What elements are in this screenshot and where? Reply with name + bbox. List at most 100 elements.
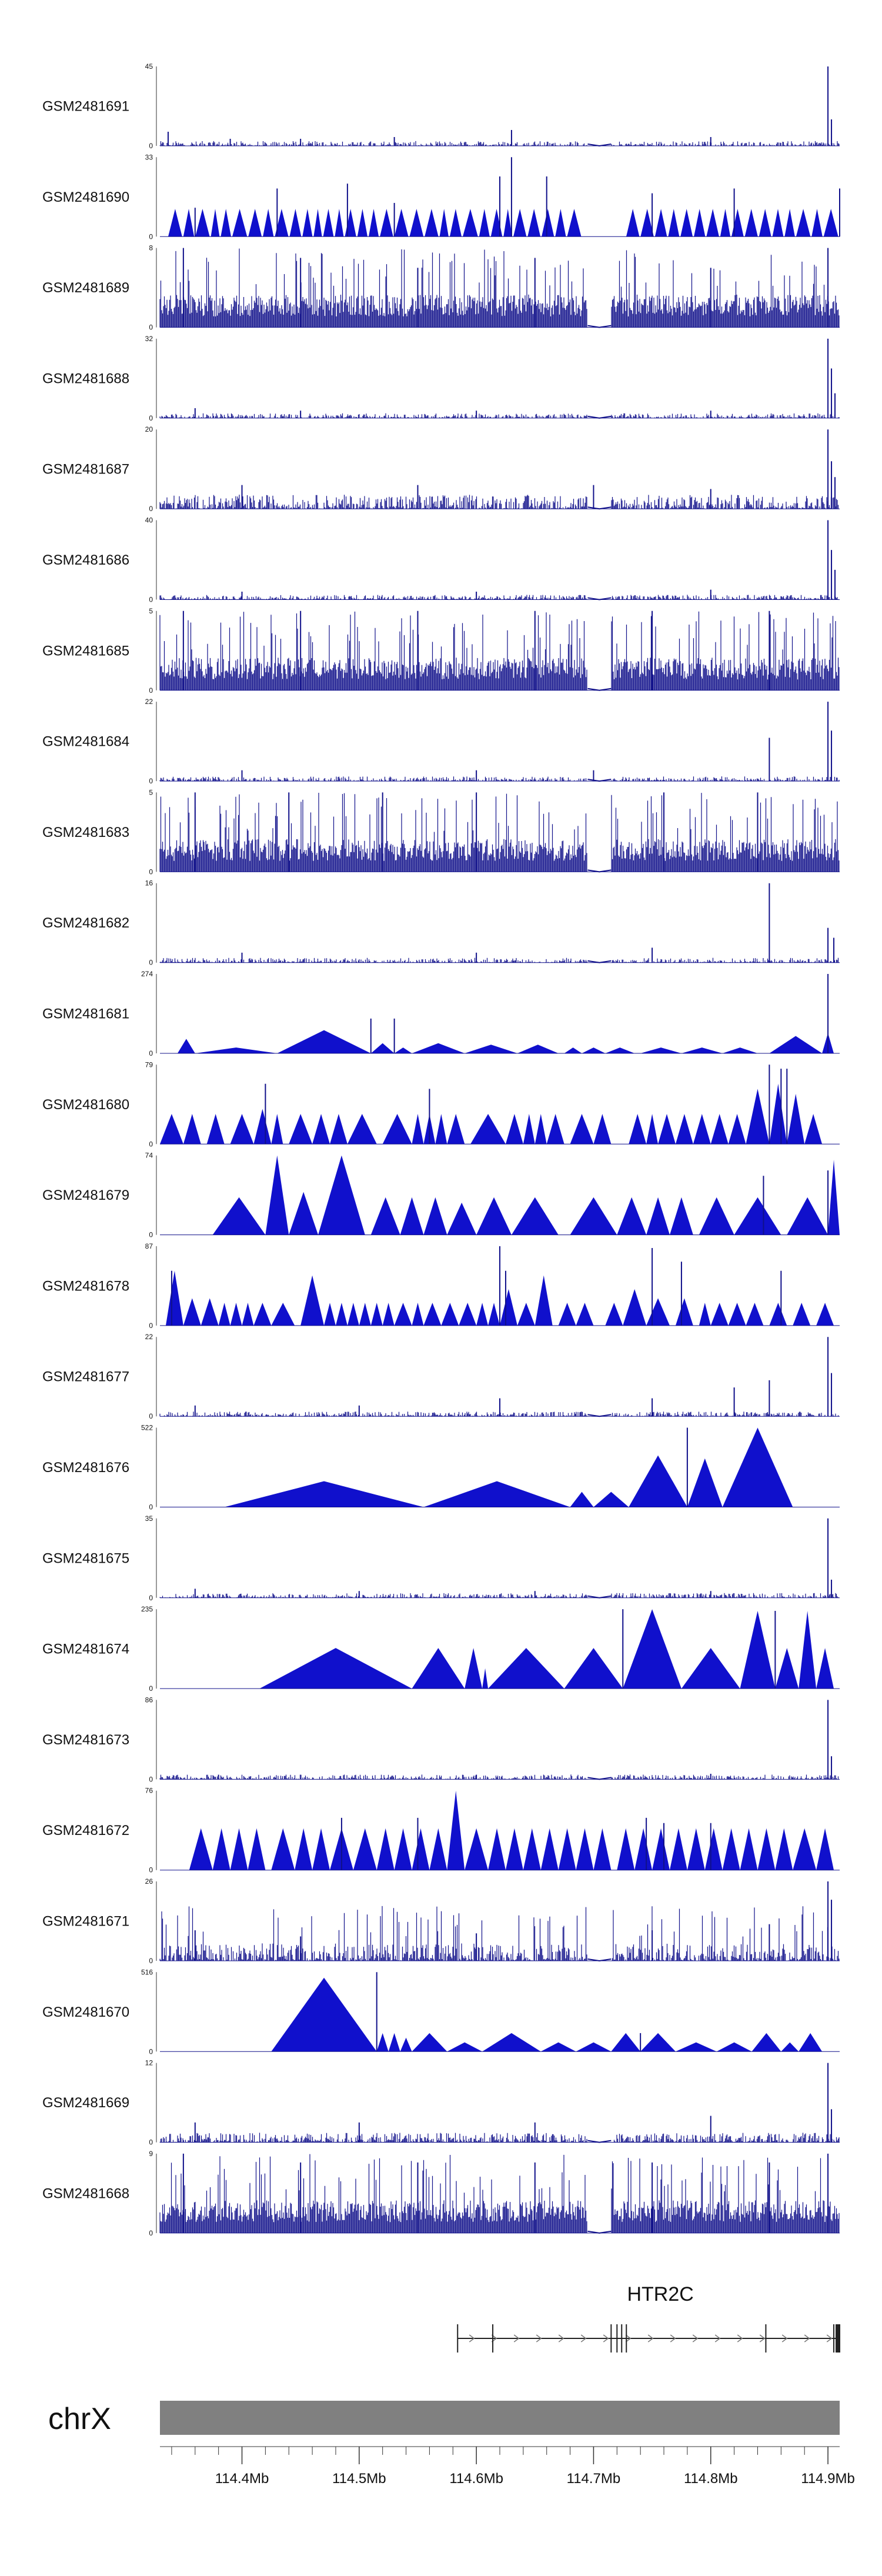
chromosome-band (160, 2401, 840, 2435)
coverage-triangle (523, 1114, 535, 1144)
y-min-label: 0 (149, 596, 153, 604)
coverage-triangle (347, 1114, 377, 1144)
coverage-triangle (769, 1303, 787, 1326)
gene-exon (457, 2324, 459, 2353)
track-label: GSM2481682 (42, 915, 129, 931)
coverage-triangle (206, 1114, 225, 1144)
coverage-triangle (465, 1828, 489, 1870)
coverage-triangle (505, 1114, 523, 1144)
coverage-triangle (488, 1648, 564, 1689)
y-min-label: 0 (149, 1412, 153, 1420)
track-label: GSM2481683 (42, 825, 129, 840)
y-max-label: 87 (145, 1242, 153, 1250)
strand-arrow (804, 2334, 810, 2343)
gene-exon (492, 2324, 494, 2353)
coverage-background (159, 776, 840, 782)
coverage-triangle (558, 1828, 576, 1870)
coverage-triangle (799, 1610, 817, 1689)
strand-arrow (714, 2334, 721, 2343)
coverage-triangle (576, 2042, 612, 2052)
coverage-triangle (675, 1298, 693, 1326)
y-min-label: 0 (149, 1049, 153, 1057)
strand-arrow (469, 2334, 475, 2343)
coverage-triangle (646, 1197, 670, 1235)
y-max-label: 274 (141, 970, 153, 978)
coverage-background (159, 793, 840, 872)
y-max-label: 22 (145, 1333, 153, 1341)
coverage-triangle (793, 1303, 811, 1326)
coverage-triangle (687, 1458, 723, 1507)
y-max-label: 35 (145, 1514, 153, 1523)
coverage-triangle (295, 1828, 313, 1870)
y-min-label: 0 (149, 959, 153, 967)
coverage-triangle (500, 1289, 517, 1326)
y-min-label: 0 (149, 1140, 153, 1148)
coverage-triangle (488, 1303, 500, 1326)
coverage-triangle (787, 1093, 805, 1144)
coverage-triangle (271, 1828, 295, 1870)
strand-arrow (781, 2334, 788, 2343)
coverage-triangle (816, 1303, 834, 1326)
coverage-triangle (488, 1828, 506, 1870)
coverage-triangle (212, 1197, 266, 1235)
coverage-triangle (722, 1427, 793, 1507)
coverage-triangle (195, 1047, 278, 1053)
y-max-label: 79 (145, 1060, 153, 1069)
coverage-triangle (482, 2033, 541, 2052)
coverage-background (159, 141, 840, 146)
coverage-triangle (230, 1114, 254, 1144)
y-max-label: 12 (145, 2059, 153, 2067)
coverage-triangle (799, 2033, 823, 2052)
coverage-triangle (605, 1047, 635, 1053)
y-max-label: 16 (145, 879, 153, 887)
coverage-triangle (394, 1047, 412, 1053)
coverage-triangle (634, 1828, 653, 1870)
coverage-triangle (259, 1648, 412, 1689)
coverage-triangle (218, 1303, 230, 1326)
coverage-triangle (289, 1114, 313, 1144)
coverage-triangle (646, 1114, 659, 1144)
y-min-label: 0 (149, 1866, 153, 1874)
y-max-label: 86 (145, 1696, 153, 1704)
y-min-label: 0 (149, 1957, 153, 1965)
coverage-triangle (793, 1828, 817, 1870)
coverage-triangle (710, 1114, 729, 1144)
track-GSM2481683: GSM2481683 5 0 (42, 788, 840, 876)
coverage-triangle (693, 1114, 711, 1144)
coverage-triangle (576, 1303, 594, 1326)
coverage-triangle (505, 1828, 523, 1870)
coverage-triangle (394, 1303, 412, 1326)
coverage-triangle (459, 1303, 477, 1326)
coverage-triangle (382, 1303, 395, 1326)
y-min-label: 0 (149, 777, 153, 785)
track-GSM2481691: GSM2481691 45 0 (42, 62, 840, 150)
track-label: GSM2481686 (42, 552, 129, 568)
y-min-label: 0 (149, 323, 153, 332)
coverage-triangle (224, 1481, 424, 1507)
track-label: GSM2481684 (42, 734, 129, 750)
coverage-triangle (265, 1155, 289, 1235)
strand-arrow (580, 2334, 587, 2343)
coverage-triangle (576, 1828, 594, 1870)
gene-label: HTR2C (627, 2283, 693, 2305)
y-max-label: 516 (141, 1968, 153, 1976)
coverage-triangle (423, 1197, 447, 1235)
axis-tick-label: 114.5Mb (332, 2471, 386, 2487)
coverage-triangle (370, 1303, 383, 1326)
coverage-triangle (212, 1828, 230, 1870)
coverage-triangle (623, 1609, 681, 1689)
coverage-triangle (769, 1083, 787, 1144)
track-label: GSM2481691 (42, 99, 129, 115)
coverage-triangle (734, 1197, 781, 1235)
coverage-triangle (300, 1275, 325, 1326)
coverage-triangle (605, 1303, 623, 1326)
coverage-background (159, 413, 840, 418)
y-max-label: 5 (149, 788, 153, 796)
coverage-triangle (540, 2042, 576, 2052)
coverage-triangle (652, 1828, 670, 1870)
coverage-triangle (740, 1828, 758, 1870)
coverage-triangle (699, 1197, 734, 1235)
coverage-background (159, 248, 840, 328)
coverage-triangle (412, 1648, 465, 1689)
y-max-label: 40 (145, 516, 153, 525)
